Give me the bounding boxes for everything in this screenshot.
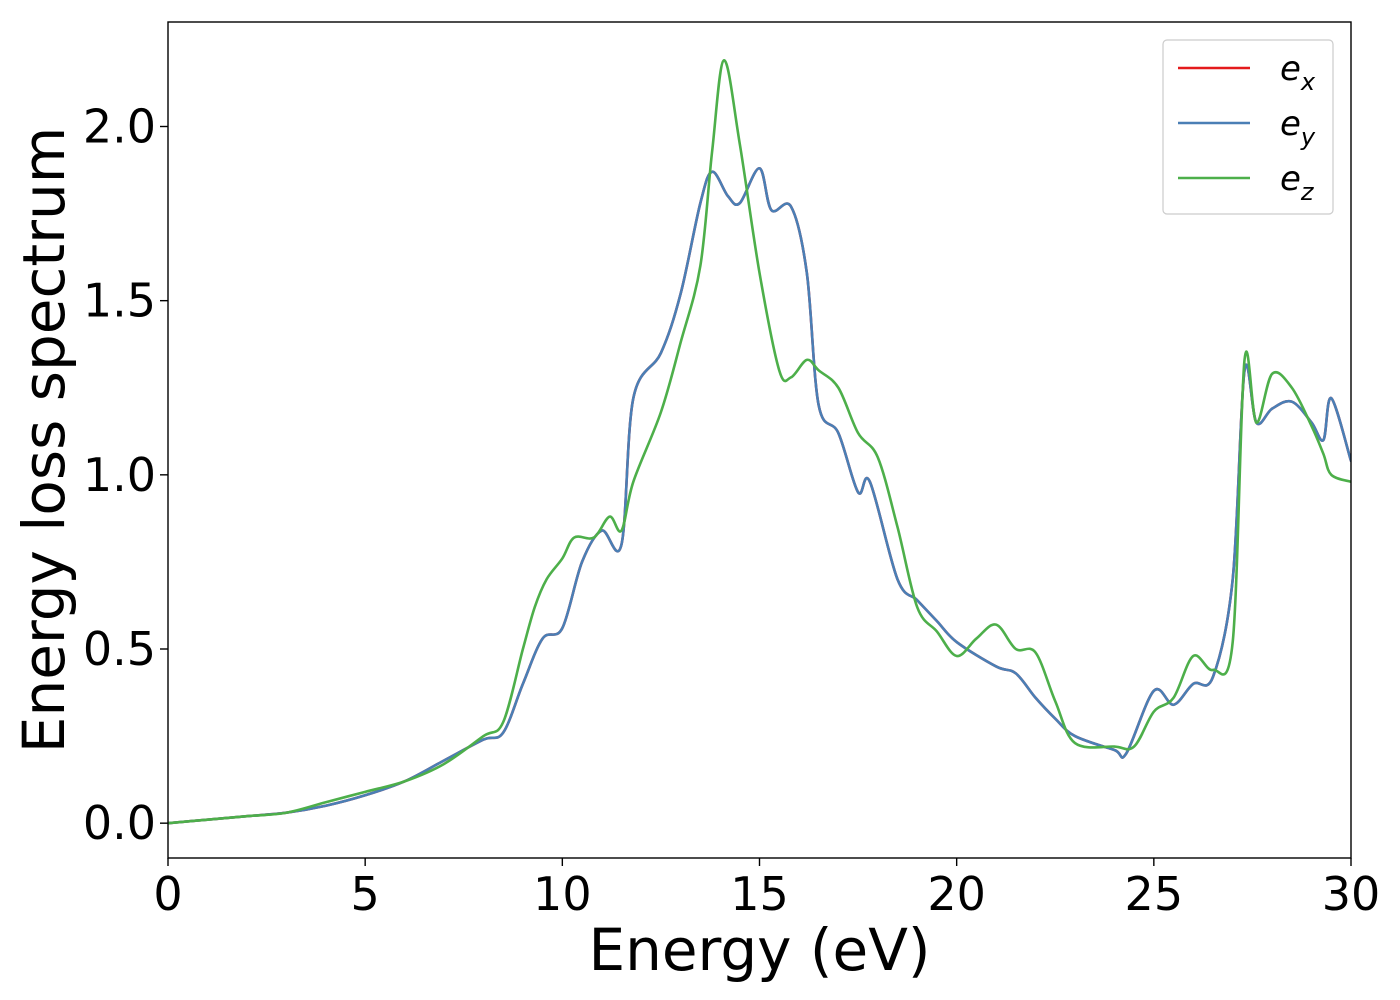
x-tick-label: 10 [533, 867, 592, 921]
legend-label-z: ez [1280, 159, 1315, 206]
x-axis-label: Energy (eV) [588, 916, 930, 984]
series-line-z [168, 59, 1351, 825]
x-tick-label: 20 [927, 867, 986, 921]
y-tick-label: 1.0 [83, 448, 156, 502]
y-tick-label: 1.5 [83, 274, 156, 328]
legend-label-base: e [1280, 49, 1301, 89]
x-tick-label: 5 [351, 867, 380, 921]
y-axis-label: Energy loss spectrum [10, 127, 78, 753]
y-tick-label: 0.0 [83, 796, 156, 850]
legend-label-y: ey [1280, 104, 1316, 151]
legend-label-x: ex [1280, 49, 1316, 96]
legend-frame [1162, 39, 1334, 215]
y-tick-label: 0.5 [83, 622, 156, 676]
y-axis: 0.0 0.5 1.0 1.5 2.0 [83, 100, 168, 850]
legend-label-subscript: x [1300, 68, 1316, 96]
legend-label-subscript: z [1300, 178, 1315, 206]
x-tick-label: 25 [1125, 867, 1184, 921]
series-layer [168, 59, 1351, 825]
legend-label-base: e [1280, 159, 1301, 199]
x-tick-label: 15 [730, 867, 789, 921]
x-tick-label: 30 [1322, 867, 1381, 921]
x-axis: 0 5 10 15 20 25 30 [153, 858, 1380, 921]
legend-label-base: e [1280, 104, 1301, 144]
x-tick-label: 0 [153, 867, 182, 921]
legend-label-subscript: y [1300, 123, 1316, 151]
series-line-y [168, 167, 1351, 825]
y-tick-label: 2.0 [83, 100, 156, 154]
